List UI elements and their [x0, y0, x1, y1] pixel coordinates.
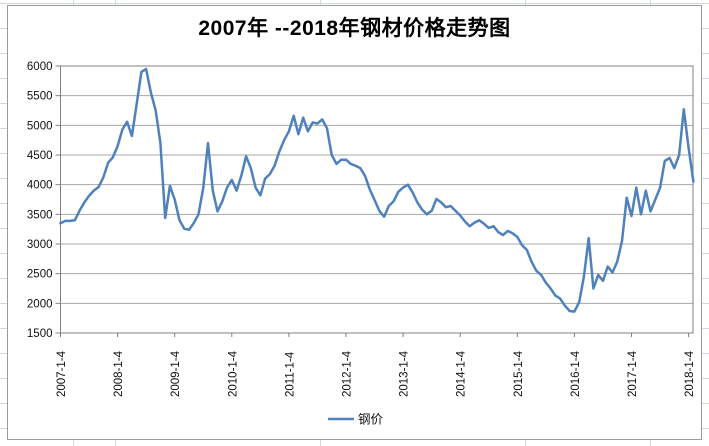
x-axis-tick-label: 2010-1-4	[227, 350, 239, 397]
legend-series-label: 钢价	[358, 413, 384, 427]
y-axis-tick-label: 5000	[27, 120, 53, 132]
sheet-row-gridline	[0, 3, 709, 4]
x-axis-tick-label: 2015-1-4	[513, 350, 525, 397]
y-axis-tick-label: 6000	[27, 61, 53, 73]
plot-area: 6000 5500 5000 4500 4000 3500 3000 2500 2000 1500…	[27, 61, 696, 427]
y-axis-tick-label: 4500	[27, 150, 53, 162]
gridlines	[60, 95, 693, 304]
axis-labels: 6000 5500 5000 4500 4000 3500 3000 2500 2000 1500…	[27, 61, 696, 397]
y-axis-tick-label: 5500	[27, 91, 53, 103]
y-axis-tick-label: 3000	[27, 239, 53, 251]
x-axis-tick-label: 2013-1-4	[399, 350, 411, 397]
x-axis-tick-label: 2017-1-4	[627, 350, 639, 397]
y-axis-tick-label: 2500	[27, 269, 53, 281]
x-axis-tick-label: 2008-1-4	[113, 350, 125, 397]
x-axis-tick-label: 2016-1-4	[570, 350, 582, 397]
legend: 钢价	[328, 413, 384, 427]
x-axis-tick-label: 2014-1-4	[456, 350, 468, 397]
y-axis-tick-label: 1500	[27, 328, 53, 340]
y-axis-tick-label: 3500	[27, 209, 53, 221]
chart-object[interactable]: 2007年 --2018年钢材价格走势图 6000 5500 5000 4500 400…	[7, 5, 702, 440]
axes	[55, 65, 694, 337]
x-axis-tick-label: 2009-1-4	[170, 350, 182, 397]
x-axis-tick-label: 2012-1-4	[342, 350, 354, 397]
x-axis-tick-label: 2007-1-4	[56, 350, 68, 397]
x-axis-tick-label: 2011-1-4	[284, 351, 296, 397]
price-series-line	[59, 67, 695, 313]
chart-title: 2007年 --2018年钢材价格走势图	[198, 17, 511, 40]
y-axis-tick-label: 2000	[27, 298, 53, 310]
y-axis-tick-label: 4000	[27, 180, 53, 192]
x-axis-tick-label: 2018-1-4	[684, 350, 696, 397]
